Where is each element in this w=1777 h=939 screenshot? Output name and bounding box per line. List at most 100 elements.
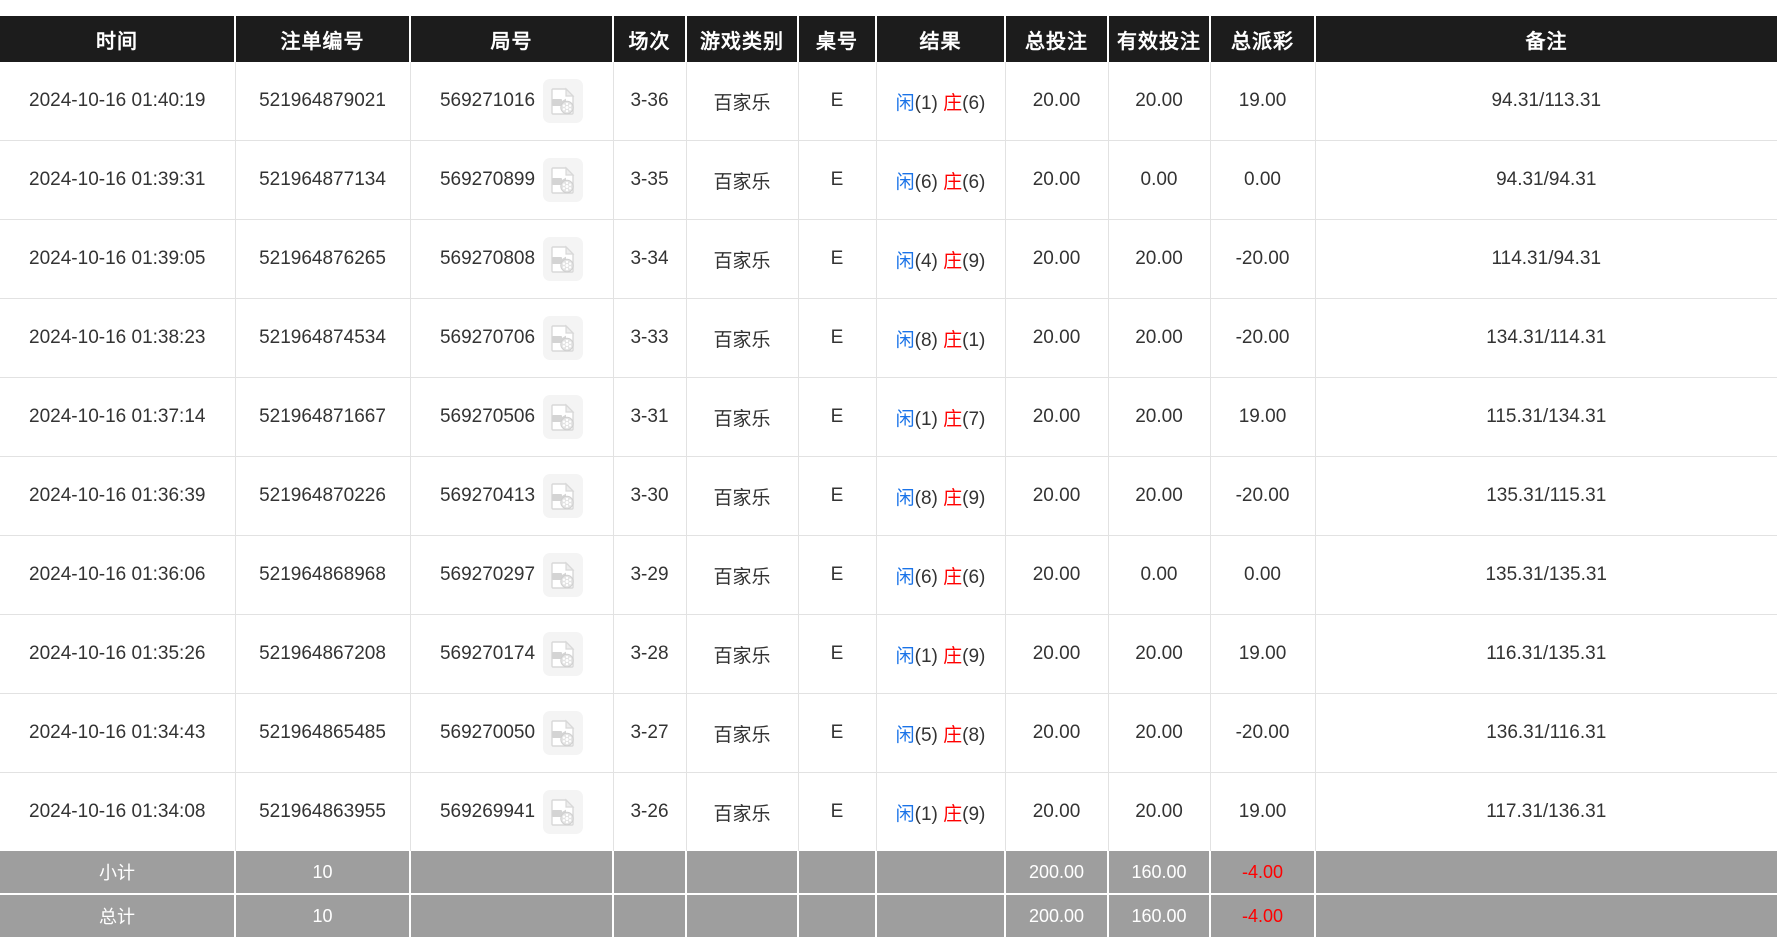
cell-total-bet: 20.00 xyxy=(1004,456,1108,536)
table-row: 2024-10-16 01:34:43 521964865485 569270050… xyxy=(0,693,1777,773)
cell-time: 2024-10-16 01:37:14 xyxy=(0,377,235,457)
cell-round-id: 569270808 xyxy=(409,219,613,299)
table-row: 2024-10-16 01:38:23 521964874534 569270706… xyxy=(0,298,1777,378)
video-playback-icon[interactable] xyxy=(543,711,584,755)
cell-total-payout: 19.00 xyxy=(1209,614,1315,694)
cell-remark: 94.31/94.31 xyxy=(1314,140,1777,220)
video-playback-icon[interactable] xyxy=(543,395,584,439)
video-playback-icon[interactable] xyxy=(543,237,584,281)
result-banker-label: 庄 xyxy=(943,250,963,272)
summary-total-payout: -4.00 xyxy=(1209,851,1315,895)
column-header-result[interactable]: 结果 xyxy=(875,16,1006,62)
cell-game-type: 百家乐 xyxy=(685,614,798,694)
result-banker-value: (1) xyxy=(962,329,986,351)
cell-session: 3-28 xyxy=(612,614,686,694)
video-playback-icon[interactable] xyxy=(543,79,584,123)
cell-game-type: 百家乐 xyxy=(685,140,798,220)
result-player-value: (8) xyxy=(914,487,938,509)
betting-records-table: 时间 注单编号 局号 场次 游戏类别 桌号 结果 总投注 有效投注 总派彩 备注 2024-10-1… xyxy=(0,16,1777,939)
cell-valid-bet: 0.00 xyxy=(1107,535,1210,615)
cell-round-id: 569270174 xyxy=(409,614,613,694)
video-playback-icon[interactable] xyxy=(543,474,584,518)
cell-order-id: 521964874534 xyxy=(234,298,410,378)
result-banker-label: 庄 xyxy=(943,487,963,509)
result-player-label: 闲 xyxy=(895,92,915,114)
cell-order-id: 521964868968 xyxy=(234,535,410,615)
summary-round xyxy=(409,851,613,895)
result-player-label: 闲 xyxy=(895,724,915,746)
cell-valid-bet: 20.00 xyxy=(1107,456,1210,536)
cell-table-no: E xyxy=(797,456,876,536)
result-player-value: (1) xyxy=(914,803,938,825)
cell-total-bet: 20.00 xyxy=(1004,693,1108,773)
cell-total-payout: -20.00 xyxy=(1209,456,1315,536)
cell-session: 3-33 xyxy=(612,298,686,378)
cell-game-type: 百家乐 xyxy=(685,693,798,773)
result-player-label: 闲 xyxy=(895,487,915,509)
video-playback-icon[interactable] xyxy=(543,316,584,360)
column-header-game[interactable]: 游戏类别 xyxy=(685,16,799,62)
cell-valid-bet: 20.00 xyxy=(1107,377,1210,457)
summary-round xyxy=(409,894,613,939)
cell-result: 闲(4) 庄(9) xyxy=(875,219,1005,299)
column-header-sess[interactable]: 场次 xyxy=(612,16,687,62)
cell-game-type: 百家乐 xyxy=(685,456,798,536)
result-player-value: (6) xyxy=(914,566,938,588)
cell-result: 闲(1) 庄(6) xyxy=(875,62,1005,141)
cell-session: 3-35 xyxy=(612,140,686,220)
table-row: 2024-10-16 01:39:31 521964877134 569270899… xyxy=(0,140,1777,220)
table-row: 2024-10-16 01:37:14 521964871667 569270506… xyxy=(0,377,1777,457)
cell-total-bet: 20.00 xyxy=(1004,62,1108,141)
result-banker-label: 庄 xyxy=(943,92,963,114)
summary-session xyxy=(612,894,686,939)
video-playback-icon[interactable] xyxy=(543,632,584,676)
table-row: 2024-10-16 01:36:39 521964870226 569270413… xyxy=(0,456,1777,536)
round-id-text: 569270706 xyxy=(439,327,536,348)
header-row: 时间 注单编号 局号 场次 游戏类别 桌号 结果 总投注 有效投注 总派彩 备注 xyxy=(0,16,1777,62)
cell-session: 3-34 xyxy=(612,219,686,299)
cell-valid-bet: 0.00 xyxy=(1107,140,1210,220)
cell-session: 3-30 xyxy=(612,456,686,536)
cell-round-id: 569270506 xyxy=(409,377,613,457)
cell-round-id: 569270899 xyxy=(409,140,613,220)
table-summary-body: 小计 10 200.00 160.00 -4.00 总计 10 200.00 160.00 -4.… xyxy=(0,851,1777,939)
result-banker-value: (9) xyxy=(962,803,986,825)
cell-session: 3-31 xyxy=(612,377,686,457)
summary-game-type xyxy=(685,851,798,895)
cell-remark: 114.31/94.31 xyxy=(1314,219,1777,299)
cell-order-id: 521964879021 xyxy=(234,62,410,141)
cell-remark: 116.31/135.31 xyxy=(1314,614,1777,694)
cell-table-no: E xyxy=(797,377,876,457)
result-player-label: 闲 xyxy=(895,408,915,430)
cell-time: 2024-10-16 01:39:05 xyxy=(0,219,235,299)
summary-count: 10 xyxy=(234,894,410,939)
result-banker-value: (6) xyxy=(962,92,986,114)
column-header-bet[interactable]: 总投注 xyxy=(1004,16,1109,62)
cell-time: 2024-10-16 01:36:39 xyxy=(0,456,235,536)
column-header-time[interactable]: 时间 xyxy=(0,16,236,62)
result-player-value: (6) xyxy=(914,171,938,193)
result-banker-label: 庄 xyxy=(943,724,963,746)
summary-total-payout: -4.00 xyxy=(1209,894,1315,939)
summary-label: 小计 xyxy=(0,851,235,895)
video-playback-icon[interactable] xyxy=(543,553,584,597)
cell-round-id: 569271016 xyxy=(409,62,613,141)
cell-total-payout: 0.00 xyxy=(1209,140,1315,220)
table-header: 时间 注单编号 局号 场次 游戏类别 桌号 结果 总投注 有效投注 总派彩 备注 xyxy=(0,16,1777,62)
table-row: 2024-10-16 01:39:05 521964876265 569270808… xyxy=(0,219,1777,299)
summary-table-no xyxy=(797,894,876,939)
result-banker-value: (9) xyxy=(962,487,986,509)
column-header-valid[interactable]: 有效投注 xyxy=(1107,16,1211,62)
column-header-table[interactable]: 桌号 xyxy=(797,16,877,62)
video-playback-icon[interactable] xyxy=(543,790,584,834)
column-header-order[interactable]: 注单编号 xyxy=(234,16,411,62)
video-playback-icon[interactable] xyxy=(543,158,584,202)
result-banker-label: 庄 xyxy=(943,329,963,351)
result-banker-label: 庄 xyxy=(943,645,963,667)
column-header-remark[interactable]: 备注 xyxy=(1314,16,1777,62)
cell-game-type: 百家乐 xyxy=(685,62,798,141)
cell-order-id: 521964877134 xyxy=(234,140,410,220)
column-header-payout[interactable]: 总派彩 xyxy=(1209,16,1316,62)
column-header-round[interactable]: 局号 xyxy=(409,16,614,62)
result-banker-label: 庄 xyxy=(943,408,963,430)
